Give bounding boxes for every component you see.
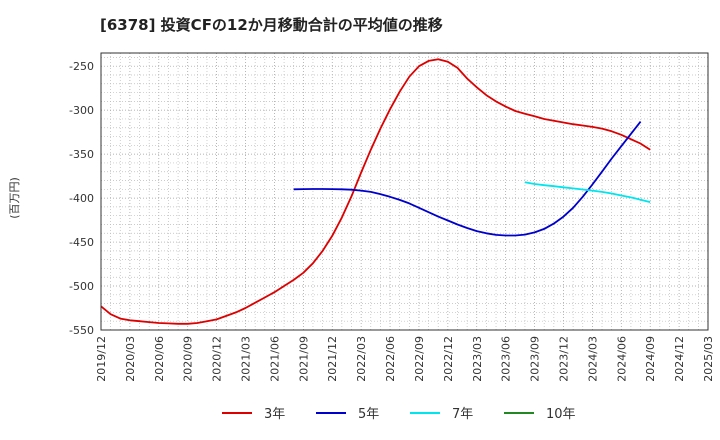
x-tick-label: 2024/06 [615,336,628,382]
x-tick-label: 2025/03 [702,336,715,382]
legend-label: 7年 [452,407,473,422]
legend-label: 5年 [358,407,379,422]
x-tick-label: 2020/06 [153,336,166,382]
grid-lines [100,53,709,331]
x-tick-label: 2023/03 [471,336,484,382]
x-tick-label: 2021/06 [268,336,281,382]
x-tick-label: 2022/06 [384,336,397,382]
x-tick-label: 2019/12 [95,336,108,382]
x-tick-label: 2020/09 [182,336,195,382]
x-tick-label: 2023/06 [500,336,513,382]
y-tick-label: -450 [69,236,94,249]
legend: 3年 5年 7年 10年 [222,407,576,422]
y-tick-label: -300 [69,104,94,117]
x-tick-label: 2020/03 [124,336,137,382]
x-tick-label: 2023/12 [557,336,570,382]
y-axis-ticks: -250 -300 -350 -400 -450 -500 -550 [69,60,94,337]
x-tick-label: 2020/12 [211,336,224,382]
x-tick-label: 2024/09 [644,336,657,382]
series-line-3 [524,181,651,203]
legend-label: 3年 [264,407,285,422]
y-tick-label: -350 [69,148,94,161]
x-tick-label: 2021/03 [240,336,253,382]
plot-area-frame [100,52,709,331]
x-tick-label: 2021/12 [326,336,339,382]
x-tick-label: 2022/03 [355,336,368,382]
x-tick-label: 2021/09 [297,336,310,382]
x-tick-label: 2022/09 [413,336,426,382]
y-tick-label: -500 [69,280,94,293]
x-axis-ticks: 2019/12 2020/03 2020/06 2020/09 2020/12 2021/… [95,336,715,382]
x-tick-label: 2022/12 [442,336,455,382]
y-axis-label: (百万円) [8,177,21,219]
x-tick-label: 2024/12 [673,336,686,382]
y-tick-label: -400 [69,192,94,205]
legend-label: 10年 [546,407,576,422]
y-tick-label: -550 [69,324,94,337]
x-tick-label: 2024/03 [586,336,599,382]
chart-title: [6378] 投資CFの12か月移動合計の平均値の推移 [100,16,443,34]
y-tick-label: -250 [69,60,94,73]
series-line-1 [100,58,651,325]
series-layer [100,58,651,325]
series-line-2 [293,121,642,237]
x-tick-label: 2023/09 [529,336,542,382]
